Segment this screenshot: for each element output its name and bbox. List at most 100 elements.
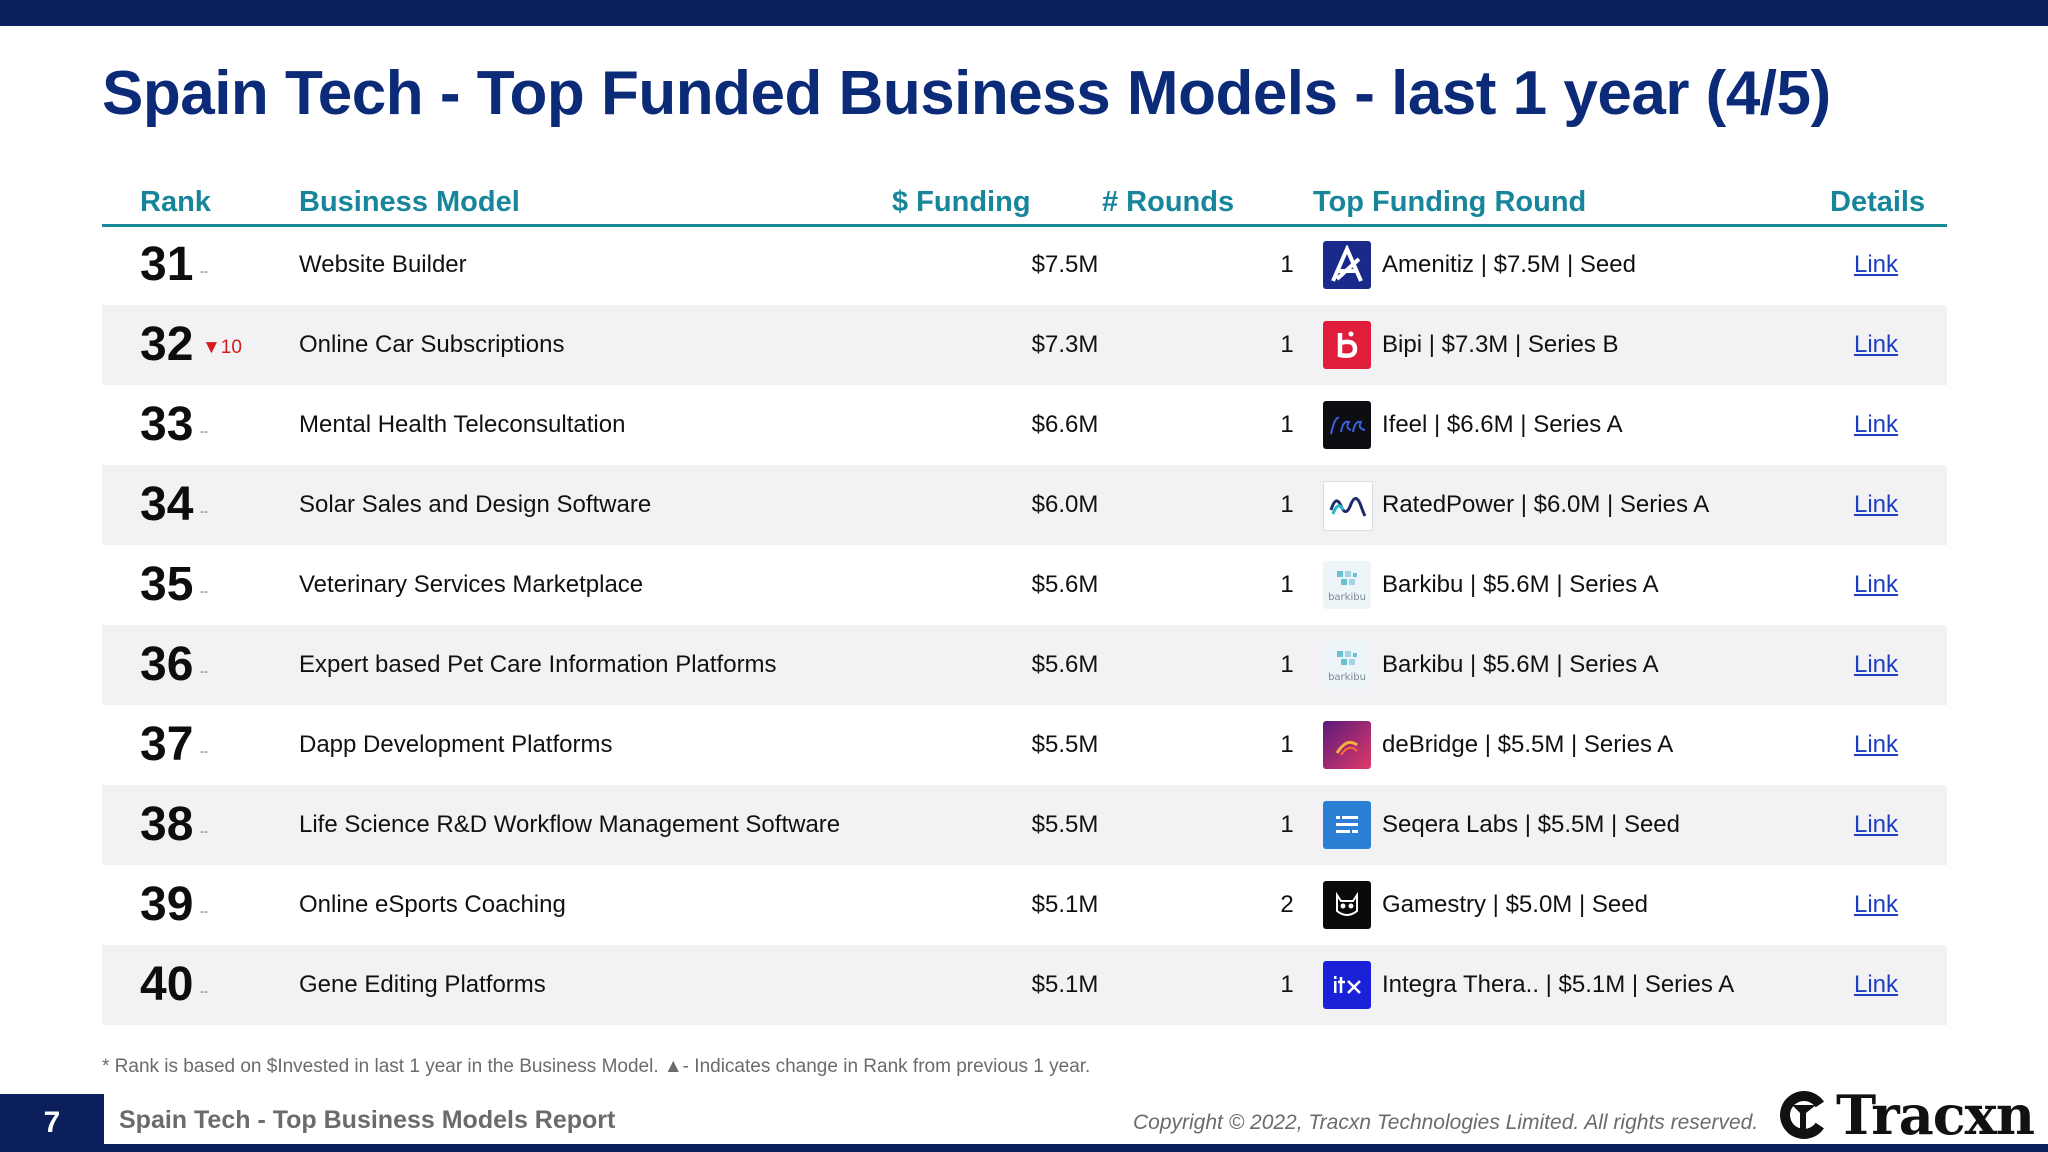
barkibu-logo: barkibu [1323, 561, 1371, 609]
bipi-logo [1323, 321, 1371, 369]
rank-change: -- [200, 904, 208, 918]
rank-change: -- [200, 504, 208, 518]
copyright-notice: Copyright © 2022, Tracxn Technologies Li… [1133, 1111, 1759, 1134]
gamestry-logo [1323, 881, 1371, 929]
table-row: 38 -- Life Science R&D Workflow Manageme… [102, 785, 1947, 865]
business-model: Expert based Pet Care Information Platfo… [299, 651, 777, 678]
rank-change: -- [200, 584, 208, 598]
table-row: 33 -- Mental Health Teleconsultation $6.… [102, 385, 1947, 465]
ifeel-logo [1323, 401, 1371, 449]
business-model: Online Car Subscriptions [299, 331, 565, 358]
top-funding-round: Integra Thera.. | $5.1M | Series A [1382, 971, 1735, 998]
debridge-logo [1323, 721, 1371, 769]
bottom-banner [0, 1144, 2048, 1152]
header-top-funding-round: Top Funding Round [1313, 186, 1587, 218]
rounds-count: 1 [1280, 651, 1294, 678]
top-funding-round: deBridge | $5.5M | Series A [1382, 731, 1674, 758]
details-link[interactable]: Link [1854, 651, 1899, 678]
rounds-count: 1 [1280, 411, 1294, 438]
details-link[interactable]: Link [1854, 571, 1899, 598]
details-link[interactable]: Link [1854, 251, 1899, 278]
brand-name: Tracxn [1836, 1083, 2035, 1147]
page-title: Spain Tech - Top Funded Business Models … [102, 59, 1831, 128]
details-link[interactable]: Link [1854, 331, 1899, 358]
funding-amount: $5.6M [1031, 571, 1099, 598]
funding-amount: $5.6M [1031, 651, 1099, 678]
rounds-count: 1 [1280, 731, 1294, 758]
table-header: Rank Business Model $ Funding # Rounds T… [102, 180, 1947, 227]
footnote: * Rank is based on $Invested in last 1 y… [102, 1056, 1091, 1077]
top-funding-round: Barkibu | $5.6M | Series A [1382, 571, 1659, 598]
details-link[interactable]: Link [1854, 731, 1899, 758]
header-rank: Rank [140, 186, 211, 218]
table-row: 32 ▼10 Online Car Subscriptions $7.3M 1 … [102, 305, 1947, 385]
svg-text:barkibu: barkibu [1328, 592, 1366, 603]
rank-change: -- [200, 744, 208, 758]
funding-amount: $6.6M [1031, 411, 1099, 438]
top-funding-round: Ifeel | $6.6M | Series A [1382, 411, 1623, 438]
rank-number: 34 [140, 478, 194, 531]
details-link[interactable]: Link [1854, 811, 1899, 838]
header-details: Details [1830, 186, 1926, 218]
table-row: 39 -- Online eSports Coaching $5.1M 2 Ga… [102, 865, 1947, 945]
business-model: Veterinary Services Marketplace [299, 571, 644, 598]
rank-change: -- [200, 264, 208, 278]
details-link[interactable]: Link [1854, 491, 1899, 518]
top-banner [0, 0, 2048, 26]
table-row: 35 -- Veterinary Services Marketplace $5… [102, 545, 1947, 625]
table-row: 37 -- Dapp Development Platforms $5.5M 1… [102, 705, 1947, 785]
rank-number: 36 [140, 638, 194, 691]
rounds-count: 1 [1280, 331, 1294, 358]
funding-amount: $5.5M [1031, 731, 1099, 758]
page-number: 7 [0, 1094, 104, 1152]
details-link[interactable]: Link [1854, 411, 1899, 438]
header-funding: $ Funding [892, 186, 1031, 218]
barkibu-logo: barkibu [1323, 641, 1371, 689]
rounds-count: 1 [1280, 811, 1294, 838]
table-row: 31 -- Website Builder $7.5M 1 Amenitiz |… [102, 225, 1947, 305]
business-model: Solar Sales and Design Software [299, 491, 652, 518]
rank-number: 31 [140, 238, 194, 291]
rounds-count: 2 [1280, 891, 1294, 918]
ranking-table: 31 -- Website Builder $7.5M 1 Amenitiz |… [102, 225, 1947, 1025]
rank-change: -- [200, 984, 208, 998]
funding-amount: $7.3M [1031, 331, 1099, 358]
funding-amount: $7.5M [1031, 251, 1099, 278]
tracxn-logo: Tracxn [1776, 1083, 2035, 1147]
table-row: 34 -- Solar Sales and Design Software $6… [102, 465, 1947, 545]
top-funding-round: Bipi | $7.3M | Series B [1382, 331, 1619, 358]
report-name: Spain Tech - Top Business Models Report [119, 1106, 616, 1134]
rank-change: -- [200, 664, 208, 678]
details-link[interactable]: Link [1854, 891, 1899, 918]
business-model: Mental Health Teleconsultation [299, 411, 626, 438]
amenitiz-logo [1323, 241, 1371, 289]
details-link[interactable]: Link [1854, 971, 1899, 998]
table-row: 36 -- Expert based Pet Care Information … [102, 625, 1947, 705]
funding-amount: $6.0M [1031, 491, 1099, 518]
rounds-count: 1 [1280, 571, 1294, 598]
funding-amount: $5.1M [1031, 971, 1099, 998]
top-funding-round: RatedPower | $6.0M | Series A [1382, 491, 1710, 518]
top-funding-round: Amenitiz | $7.5M | Seed [1382, 251, 1636, 278]
rank-number: 32 [140, 318, 194, 371]
header-rounds: # Rounds [1102, 186, 1235, 218]
business-model: Gene Editing Platforms [299, 971, 546, 998]
funding-amount: $5.5M [1031, 811, 1099, 838]
ratedpower-logo [1323, 481, 1373, 531]
rank-change: -- [200, 424, 208, 438]
rank-change: -- [200, 824, 208, 838]
tracxn-icon [1780, 1091, 1834, 1139]
business-model: Website Builder [299, 251, 467, 278]
top-funding-round: Gamestry | $5.0M | Seed [1382, 891, 1648, 918]
business-model: Life Science R&D Workflow Management Sof… [299, 811, 841, 838]
table-row: 40 -- Gene Editing Platforms $5.1M 1 Int… [102, 945, 1947, 1025]
rank-change: ▼10 [202, 337, 242, 358]
integra-logo [1323, 961, 1371, 1009]
rank-number: 40 [140, 958, 194, 1011]
header-business-model: Business Model [299, 186, 520, 218]
business-model: Dapp Development Platforms [299, 731, 613, 758]
top-funding-round: Seqera Labs | $5.5M | Seed [1382, 811, 1680, 838]
rank-number: 33 [140, 398, 194, 451]
rounds-count: 1 [1280, 491, 1294, 518]
rounds-count: 1 [1280, 251, 1294, 278]
